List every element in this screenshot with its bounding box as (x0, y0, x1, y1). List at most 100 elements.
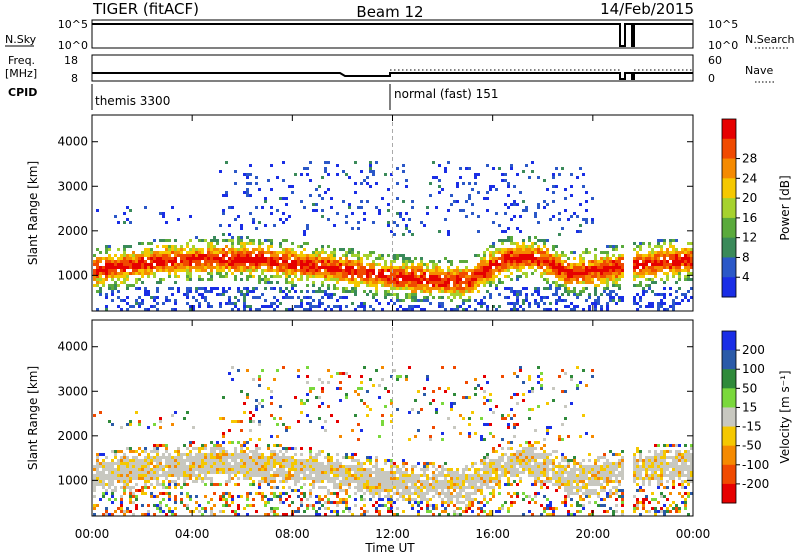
echo-cell (375, 462, 378, 465)
echo-cell (426, 296, 429, 299)
echo-cell (480, 477, 483, 480)
echo-cell (108, 477, 111, 480)
echo-cell (174, 462, 177, 465)
echo-cell (633, 272, 636, 275)
echo-cell (564, 266, 567, 269)
echo-cell (306, 260, 309, 263)
echo-cell (504, 462, 507, 465)
echo-cell (681, 260, 684, 263)
echo-cell (387, 293, 390, 296)
echo-cell (507, 492, 510, 495)
echo-cell (456, 305, 459, 308)
echo-cell (258, 239, 261, 242)
echo-cell (120, 507, 123, 510)
echo-cell (633, 242, 636, 245)
echo-cell (606, 266, 609, 269)
echo-cell (369, 468, 372, 471)
echo-cell (654, 269, 657, 272)
echo-cell (429, 462, 432, 465)
echo-cell (336, 459, 339, 462)
echo-cell (684, 275, 687, 278)
echo-cell (393, 477, 396, 480)
echo-cell (210, 260, 213, 263)
echo-cell (612, 284, 615, 287)
echo-cell (123, 477, 126, 480)
echo-cell (486, 462, 489, 465)
echo-cell (108, 263, 111, 266)
echo-cell (543, 269, 546, 272)
echo-cell (519, 444, 522, 447)
echo-cell (663, 287, 666, 290)
echo-cell (171, 245, 174, 248)
echo-cell (447, 230, 450, 233)
echo-cell (162, 239, 165, 242)
echo-cell (453, 281, 456, 284)
echo-cell (225, 161, 228, 164)
echo-cell (105, 272, 108, 275)
echo-cell (330, 296, 333, 299)
echo-cell (324, 257, 327, 260)
echo-cell (417, 477, 420, 480)
echo-cell (240, 468, 243, 471)
echo-cell (195, 287, 198, 290)
echo-cell (687, 257, 690, 260)
echo-cell (588, 251, 591, 254)
echo-cell (213, 257, 216, 260)
echo-cell (669, 257, 672, 260)
echo-cell (195, 269, 198, 272)
echo-cell (246, 176, 249, 179)
echo-cell (348, 471, 351, 474)
echo-cell (435, 504, 438, 507)
echo-cell (171, 474, 174, 477)
echo-cell (378, 489, 381, 492)
echo-cell (180, 465, 183, 468)
echo-cell (339, 257, 342, 260)
echo-cell (309, 194, 312, 197)
echo-cell (480, 474, 483, 477)
echo-cell (237, 257, 240, 260)
echo-cell (552, 200, 555, 203)
echo-cell (498, 459, 501, 462)
echo-cell (342, 275, 345, 278)
echo-cell (438, 278, 441, 281)
echo-cell (204, 453, 207, 456)
echo-cell (267, 462, 270, 465)
echo-cell (270, 254, 273, 257)
echo-cell (144, 468, 147, 471)
echo-cell (222, 441, 225, 444)
echo-cell (165, 465, 168, 468)
echo-cell (237, 477, 240, 480)
echo-cell (201, 239, 204, 242)
echo-cell (510, 251, 513, 254)
echo-cell (408, 480, 411, 483)
echo-cell (327, 381, 330, 384)
echo-cell (501, 453, 504, 456)
echo-cell (477, 275, 480, 278)
echo-cell (381, 266, 384, 269)
echo-cell (447, 474, 450, 477)
echo-cell (213, 492, 216, 495)
echo-cell (351, 263, 354, 266)
echo-cell (126, 218, 129, 221)
echo-cell (357, 474, 360, 477)
echo-cell (453, 480, 456, 483)
echo-cell (447, 296, 450, 299)
echo-cell (579, 293, 582, 296)
echo-cell (93, 263, 96, 266)
echo-cell (459, 474, 462, 477)
echo-cell (309, 504, 312, 507)
echo-cell (669, 242, 672, 245)
echo-cell (492, 468, 495, 471)
echo-cell (228, 480, 231, 483)
echo-cell (369, 489, 372, 492)
echo-cell (402, 474, 405, 477)
echo-cell (429, 486, 432, 489)
echo-cell (330, 462, 333, 465)
echo-cell (441, 272, 444, 275)
echo-cell (129, 266, 132, 269)
echo-cell (327, 275, 330, 278)
echo-cell (363, 492, 366, 495)
echo-cell (126, 465, 129, 468)
echo-cell (396, 471, 399, 474)
echo-cell (381, 468, 384, 471)
